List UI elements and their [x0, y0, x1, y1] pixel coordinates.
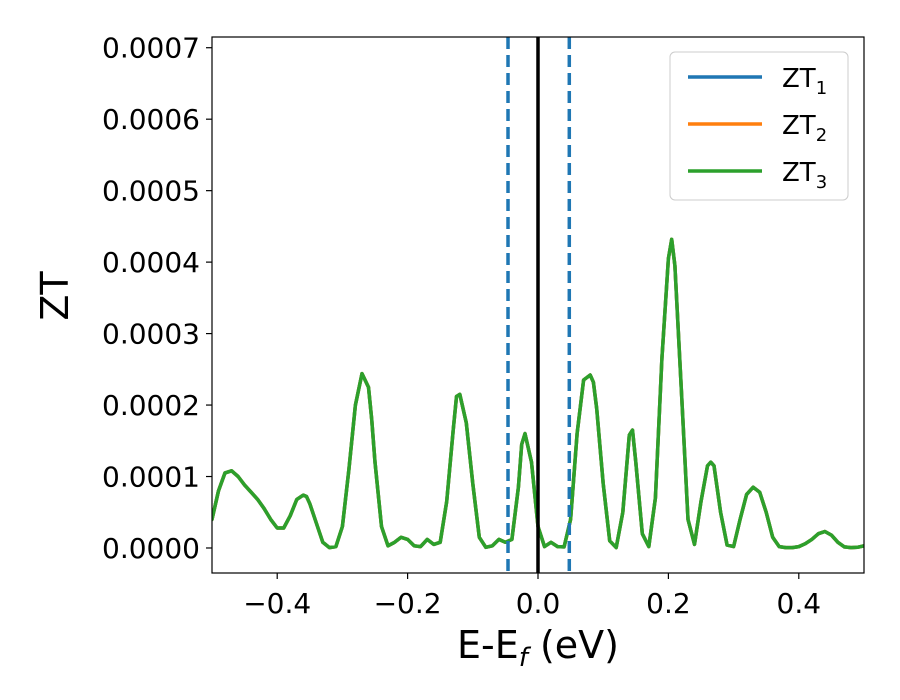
vertical-lines [506, 37, 572, 573]
x-tick-label: −0.4 [243, 587, 311, 620]
legend-label-zt3: ZT3 [782, 158, 827, 193]
legend-label-zt2: ZT2 [782, 111, 827, 146]
y-tick-label: 0.0005 [102, 175, 200, 208]
x-tick-label: −0.2 [374, 587, 442, 620]
y-axis-label: ZT [33, 271, 77, 321]
x-tick-label: 0.0 [516, 587, 561, 620]
y-tick-label: 0.0002 [102, 389, 200, 422]
legend: ZT1 ZT2 ZT3 [669, 51, 849, 201]
legend-label-zt1: ZT1 [782, 64, 827, 99]
x-axis: −0.4 −0.2 0.0 0.2 0.4 [243, 573, 821, 620]
y-tick-label: 0.0006 [102, 103, 200, 136]
y-tick-label: 0.0003 [102, 318, 200, 351]
x-tick-label: 0.4 [777, 587, 822, 620]
y-axis: 0.0000 0.0001 0.0002 0.0003 0.0004 0.0005 0.00… [102, 32, 212, 565]
y-tick-label: 0.0000 [102, 532, 200, 565]
x-axis-label-unit: (eV) [528, 623, 619, 667]
x-tick-label: 0.2 [646, 587, 691, 620]
legend-items: ZT1 ZT2 ZT3 [688, 64, 827, 193]
x-axis-label: E-Ef (eV) [457, 623, 619, 673]
legend-box [669, 51, 849, 201]
y-tick-label: 0.0007 [102, 32, 200, 65]
y-tick-label: 0.0001 [102, 461, 200, 494]
y-tick-label: 0.0004 [102, 246, 200, 279]
